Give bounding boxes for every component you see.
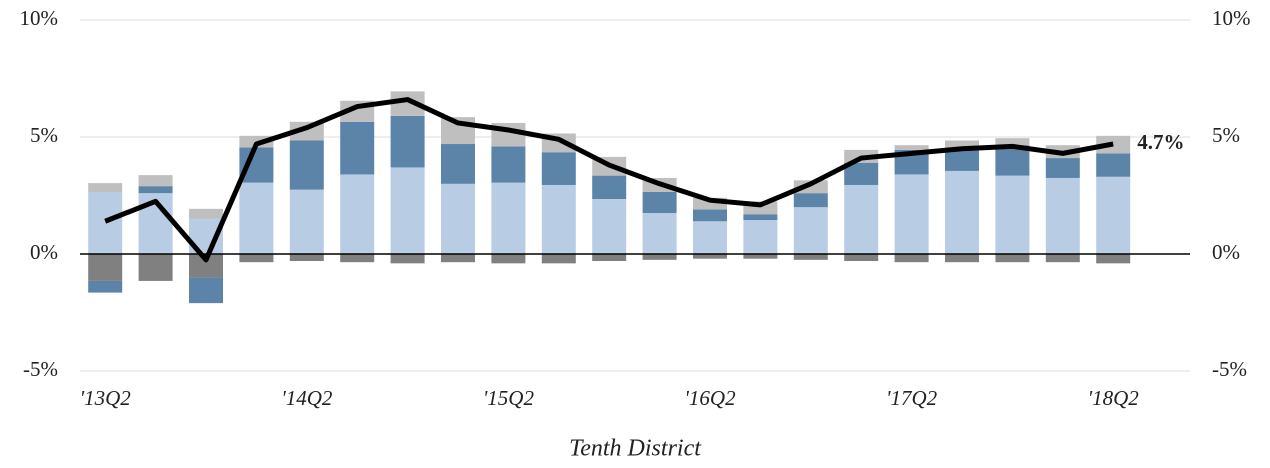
bar-segment — [189, 254, 223, 278]
bar-segment — [390, 254, 425, 264]
bar-segment — [88, 280, 123, 293]
y2-tick-label: 10% — [1212, 6, 1251, 30]
bar-segment — [894, 174, 929, 254]
bar-segment — [995, 138, 1030, 146]
y2-tick-label: 5% — [1212, 123, 1240, 147]
bar-segment — [693, 197, 727, 210]
bar-segment — [844, 184, 879, 254]
x-axis-title: Tenth District — [569, 436, 702, 462]
y-tick-label: -5% — [23, 357, 58, 381]
bar-segment — [743, 214, 778, 221]
line-end-label: 4.7% — [1137, 130, 1184, 154]
x-tick-label: '15Q2 — [483, 386, 535, 410]
bar-segment — [693, 221, 727, 254]
bar-segment — [189, 277, 223, 304]
bar-segment — [693, 209, 727, 222]
y-tick-label: 10% — [20, 6, 59, 30]
bar-segment — [995, 254, 1030, 263]
bar-segment — [945, 170, 979, 254]
bar-segment — [592, 254, 627, 262]
bar-segment — [441, 254, 475, 263]
bar-segment — [138, 175, 173, 187]
bar-segment — [491, 254, 526, 264]
bar-segment — [441, 144, 475, 184]
bar-segment — [340, 174, 375, 254]
bar-segment — [592, 175, 627, 200]
y-tick-label: 5% — [30, 123, 58, 147]
bar-segment — [743, 254, 778, 259]
bar-segment — [340, 254, 375, 263]
bar-segment — [995, 175, 1030, 254]
bar-segment — [491, 146, 526, 183]
bar-segment — [138, 254, 173, 281]
x-tick-label: '16Q2 — [684, 386, 736, 410]
line — [104, 97, 1114, 263]
x-tick-label: '17Q2 — [886, 386, 938, 410]
bar-segment — [390, 167, 425, 254]
bar-segment — [88, 254, 123, 281]
bar-segment — [592, 199, 627, 254]
bar-segment — [945, 254, 979, 263]
y-tick-label: 0% — [30, 240, 58, 264]
bar-segment — [541, 254, 576, 264]
bar-segment — [844, 162, 879, 185]
bar-segment — [844, 254, 879, 262]
bar-segment — [441, 183, 475, 254]
bar-segment — [239, 254, 274, 263]
x-tick-label: '18Q2 — [1088, 386, 1140, 410]
bar-segment — [491, 182, 526, 254]
y2-tick-label: 0% — [1212, 240, 1240, 264]
bar-segment — [894, 254, 929, 263]
x-tick-label: '13Q2 — [80, 386, 132, 410]
bar-segment — [1045, 177, 1080, 254]
bar-segment — [1096, 176, 1131, 254]
bar-segment — [793, 254, 828, 260]
bar-segment — [793, 193, 828, 208]
bar-segment — [1045, 158, 1080, 178]
bar-segment — [138, 186, 173, 194]
bar-segment — [1096, 153, 1131, 177]
bar-segment — [945, 149, 979, 171]
bar-segment — [88, 191, 123, 254]
bar-segment — [945, 140, 979, 150]
bar-segment — [88, 183, 123, 192]
bar-segment — [693, 254, 727, 259]
bar-segment — [289, 140, 324, 190]
bar-segment — [1045, 254, 1080, 263]
bar-segment — [642, 191, 677, 214]
bar-segment — [289, 189, 324, 254]
bar-segment — [239, 182, 274, 254]
bar-segment — [743, 220, 778, 254]
bar-segment — [1096, 254, 1131, 264]
bar-segment — [541, 152, 576, 185]
bar-segment — [642, 254, 677, 260]
bar-segment — [541, 184, 576, 254]
y2-tick-label: -5% — [1212, 357, 1247, 381]
bar-segment — [793, 207, 828, 254]
bar-segment — [390, 115, 425, 168]
x-tick-label: '14Q2 — [281, 386, 333, 410]
bar-segment — [642, 213, 677, 254]
bar-segment — [289, 254, 324, 262]
bar-segment — [189, 208, 223, 219]
bar-segment — [340, 121, 375, 175]
bar-segment — [894, 145, 929, 150]
